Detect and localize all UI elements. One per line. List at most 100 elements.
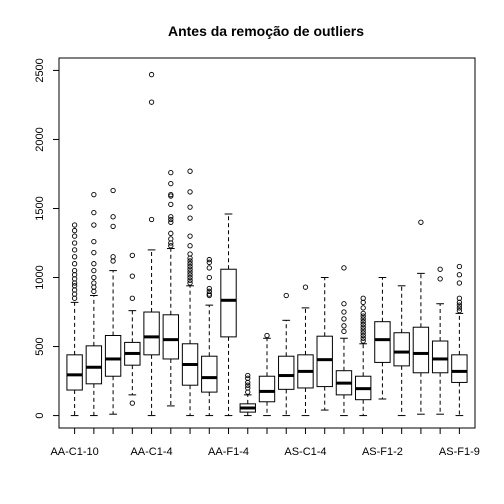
outlier-point (187, 261, 193, 267)
box-9 (220, 213, 237, 417)
outlier-point (168, 180, 174, 187)
outlier-point (206, 274, 212, 281)
outlier-point (187, 189, 193, 195)
outlier-point (456, 295, 463, 301)
outlier-point (456, 307, 463, 314)
x-tick-label: AS-F1-9 (439, 446, 480, 458)
y-tick-label: 500 (34, 337, 46, 355)
outlier-point (91, 280, 97, 286)
outlier-point (91, 261, 97, 267)
box-12 (278, 292, 295, 417)
box-4 (124, 252, 141, 406)
outlier-point (341, 265, 347, 271)
box-iqr (431, 340, 449, 374)
chart-title: Antes da remoção de outliers (168, 23, 364, 39)
outlier-point (129, 400, 135, 406)
box-11 (258, 332, 276, 417)
outlier-point (341, 328, 347, 335)
outlier-point (168, 192, 174, 198)
outlier-point (168, 230, 174, 236)
box-iqr (143, 311, 160, 356)
outlier-point (245, 382, 251, 388)
outlier-point (456, 280, 463, 286)
outlier-point (360, 316, 366, 322)
outlier-point (264, 332, 270, 339)
outlier-point (148, 99, 155, 105)
outlier-point (360, 313, 366, 319)
outlier-point (148, 216, 155, 223)
y-tick-label: 1000 (34, 265, 46, 289)
outlier-point (91, 238, 97, 245)
box-iqr (104, 335, 122, 377)
box-10 (239, 372, 256, 417)
y-axis: 0 500 1000 1500 2000 2500 (34, 58, 60, 419)
box-3 (104, 187, 122, 415)
outlier-point (91, 274, 97, 281)
outlier-point (206, 265, 212, 271)
box-iqr (451, 354, 468, 383)
outlier-point (187, 204, 193, 210)
box-19 (412, 219, 430, 415)
outlier-point (360, 338, 366, 344)
box-iqr (220, 268, 237, 338)
box-21 (451, 263, 468, 417)
outlier-point (187, 280, 193, 286)
outlier-point (91, 222, 97, 228)
outlier-point (110, 187, 116, 194)
box-14 (316, 277, 333, 411)
outlier-point (71, 247, 78, 253)
outlier-point (360, 327, 366, 333)
outlier-point (91, 209, 97, 216)
outlier-point (168, 236, 174, 242)
box-iqr (162, 314, 180, 360)
outlier-point (168, 219, 174, 225)
x-tick-label: AS-F1-2 (362, 446, 403, 458)
y-tick-label: 1500 (34, 196, 46, 220)
outlier-point (129, 252, 135, 259)
box-iqr (201, 355, 218, 393)
outlier-point (148, 71, 155, 78)
outlier-point (168, 169, 174, 176)
box-iqr (374, 321, 391, 363)
x-axis: AA-C1-10 AA-C1-4 AA-F1-4 AS-C1-4 AS-F1-2 AS-F… (50, 427, 480, 458)
outlier-point (456, 263, 463, 270)
outlier-point (418, 219, 424, 225)
box-17 (374, 277, 391, 400)
outlier-point (71, 222, 78, 228)
box-13 (297, 284, 314, 417)
box-6 (162, 169, 180, 407)
outlier-point (302, 284, 309, 290)
outlier-point (437, 266, 443, 272)
box-15 (335, 265, 353, 417)
box-iqr (393, 332, 410, 367)
outlier-point (187, 215, 193, 221)
outlier-point (187, 266, 193, 272)
outlier-point (360, 321, 366, 328)
outlier-point (456, 302, 463, 308)
outlier-point (360, 310, 366, 317)
box-iqr (412, 326, 430, 374)
y-tick-label: 2000 (34, 127, 46, 151)
outlier-point (206, 288, 212, 294)
outlier-point (71, 227, 78, 234)
box-iqr (66, 354, 83, 391)
outlier-point (71, 240, 78, 246)
outlier-point (168, 243, 174, 249)
outlier-point (360, 324, 366, 330)
box-iqr (278, 355, 295, 390)
outlier-point (187, 251, 193, 257)
outlier-point (187, 243, 193, 249)
outlier-point (91, 267, 97, 274)
box-iqr (316, 335, 333, 388)
outlier-point (206, 256, 212, 263)
outlier-point (187, 258, 193, 264)
outlier-point (283, 292, 289, 299)
outlier-point (110, 223, 116, 230)
outlier-point (245, 385, 251, 391)
outlier-point (187, 263, 193, 270)
outlier-point (71, 267, 78, 274)
box-iqr (85, 345, 103, 385)
y-tick-label: 2500 (34, 58, 46, 82)
outlier-point (360, 335, 366, 341)
